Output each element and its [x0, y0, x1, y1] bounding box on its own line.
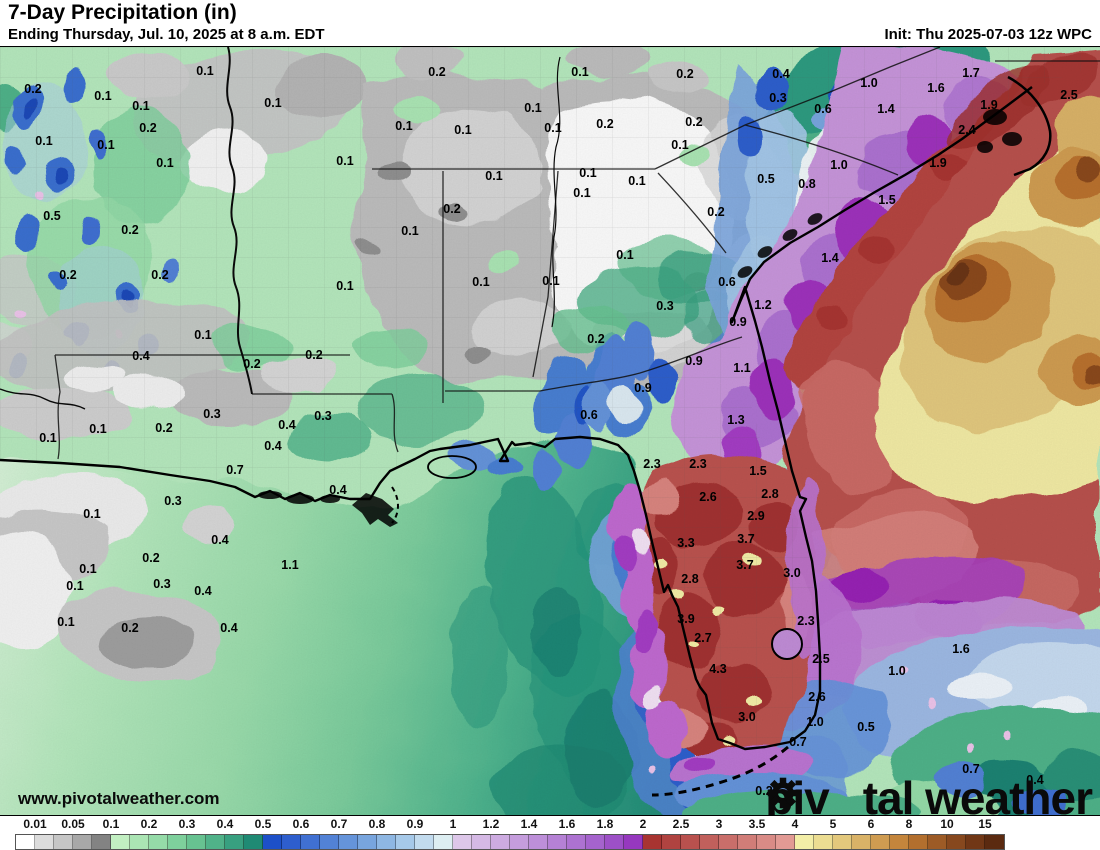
color-scale-tick: 15	[978, 817, 992, 831]
color-scale-tick: 1	[449, 817, 457, 831]
color-scale-tick: 0.8	[368, 817, 386, 831]
color-swatch	[491, 835, 510, 849]
color-scale-tick: 0.9	[406, 817, 424, 831]
color-swatch	[757, 835, 776, 849]
color-scale-tick: 0.4	[216, 817, 234, 831]
color-scale-tick: 0.6	[292, 817, 310, 831]
color-swatch	[738, 835, 757, 849]
color-swatch	[54, 835, 73, 849]
color-swatch	[719, 835, 738, 849]
color-scale-tick: 3	[715, 817, 723, 831]
color-swatch	[206, 835, 225, 849]
color-scale-tick: 0.5	[254, 817, 272, 831]
color-swatch	[320, 835, 339, 849]
color-scale-tick: 5	[829, 817, 837, 831]
color-swatch	[985, 835, 1004, 849]
color-swatch	[282, 835, 301, 849]
color-scale-tick: 2	[639, 817, 647, 831]
color-swatch	[643, 835, 662, 849]
color-scale-tick: 8	[905, 817, 913, 831]
pivotal-weather-logo: piv tal weather	[765, 772, 1093, 816]
color-swatch	[966, 835, 985, 849]
gear-icon	[767, 777, 864, 815]
color-swatch	[301, 835, 320, 849]
color-swatch	[377, 835, 396, 849]
color-swatch	[358, 835, 377, 849]
header: 7-Day Precipitation (in) Ending Thursday…	[0, 0, 1100, 46]
color-scale-tick-labels: 0.01 0.05 0.1 0.2 0.3 0.4 0.5 0.6 0.7 0.8 0.9 1 1.2 1…	[0, 816, 1100, 832]
precip-color-scale: 0.01 0.05 0.1 0.2 0.3 0.4 0.5 0.6 0.7 0.8 0.9 1 1.2 1…	[0, 816, 1100, 850]
precipitation-map: 0.1 0.2 0.1 0.1 0.2 0.1 0.1 0.1 0.1 0.1 0.5 0.2 0.2 0…	[0, 46, 1100, 816]
color-swatch	[92, 835, 111, 849]
color-swatch	[947, 835, 966, 849]
color-scale-swatches	[15, 834, 1005, 850]
page-title: 7-Day Precipitation (in)	[8, 1, 237, 24]
color-scale-tick: 6	[867, 817, 875, 831]
color-scale-tick: 2.5	[672, 817, 690, 831]
color-scale-tick: 0.3	[178, 817, 196, 831]
color-swatch	[263, 835, 282, 849]
color-swatch	[472, 835, 491, 849]
color-scale-tick: 0.7	[330, 817, 348, 831]
color-swatch	[833, 835, 852, 849]
color-swatch	[35, 835, 54, 849]
color-swatch	[852, 835, 871, 849]
color-swatch	[814, 835, 833, 849]
color-swatch	[16, 835, 35, 849]
color-swatch	[567, 835, 586, 849]
color-swatch	[339, 835, 358, 849]
color-swatch	[776, 835, 795, 849]
color-swatch	[795, 835, 814, 849]
color-swatch	[700, 835, 719, 849]
color-swatch	[130, 835, 149, 849]
color-scale-tick: 1.4	[520, 817, 538, 831]
color-swatch	[396, 835, 415, 849]
watermark-url: www.pivotalweather.com	[18, 789, 220, 808]
color-swatch	[681, 835, 700, 849]
color-swatch	[548, 835, 567, 849]
precipitation-map-canvas	[0, 47, 1100, 815]
color-swatch	[605, 835, 624, 849]
color-swatch	[149, 835, 168, 849]
color-swatch	[928, 835, 947, 849]
color-swatch	[453, 835, 472, 849]
color-swatch	[662, 835, 681, 849]
valid-time-subtitle: Ending Thursday, Jul. 10, 2025 at 8 a.m.…	[8, 26, 325, 43]
color-scale-tick: 0.05	[61, 817, 85, 831]
color-swatch	[168, 835, 187, 849]
color-swatch	[529, 835, 548, 849]
color-swatch	[73, 835, 92, 849]
color-swatch	[586, 835, 605, 849]
color-swatch	[909, 835, 928, 849]
color-swatch	[187, 835, 206, 849]
color-swatch	[434, 835, 453, 849]
color-swatch	[244, 835, 263, 849]
logo-text-suffix: tal weather	[862, 772, 1093, 816]
color-swatch	[111, 835, 130, 849]
color-scale-tick: 1.8	[596, 817, 614, 831]
color-scale-tick: 10	[940, 817, 954, 831]
color-swatch	[510, 835, 529, 849]
color-swatch	[890, 835, 909, 849]
color-scale-tick: 0.2	[140, 817, 158, 831]
color-swatch	[225, 835, 244, 849]
color-swatch	[624, 835, 643, 849]
color-scale-tick: 3.5	[748, 817, 766, 831]
model-init-label: Init: Thu 2025-07-03 12z WPC	[884, 26, 1092, 43]
color-scale-tick: 4	[791, 817, 799, 831]
color-scale-tick: 1.2	[482, 817, 500, 831]
color-swatch	[415, 835, 434, 849]
color-scale-tick: 1.6	[558, 817, 576, 831]
color-scale-tick: 0.01	[23, 817, 47, 831]
color-scale-tick: 0.1	[102, 817, 120, 831]
color-swatch	[871, 835, 890, 849]
